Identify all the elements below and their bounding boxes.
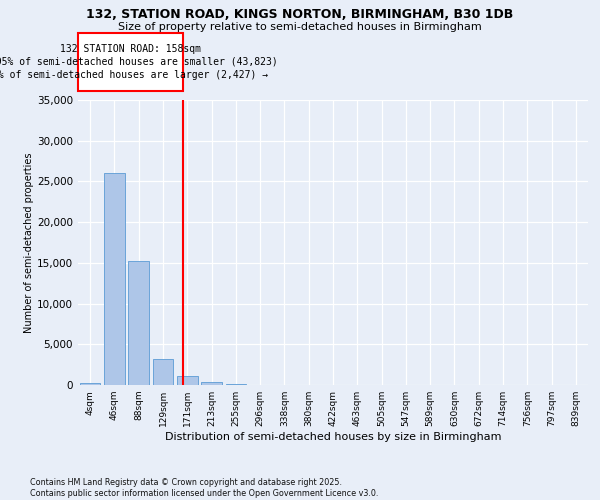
Text: 132 STATION ROAD: 158sqm
← 95% of semi-detached houses are smaller (43,823)
5% o: 132 STATION ROAD: 158sqm ← 95% of semi-d…	[0, 44, 277, 80]
Bar	[80, 382, 100, 385]
Text: Size of property relative to semi-detached houses in Birmingham: Size of property relative to semi-detach…	[118, 22, 482, 32]
Bar	[177, 376, 197, 385]
Bar	[226, 384, 246, 385]
Text: Contains HM Land Registry data © Crown copyright and database right 2025.
Contai: Contains HM Land Registry data © Crown c…	[30, 478, 379, 498]
Bar	[104, 174, 125, 385]
Text: Distribution of semi-detached houses by size in Birmingham: Distribution of semi-detached houses by …	[165, 432, 501, 442]
Text: 132, STATION ROAD, KINGS NORTON, BIRMINGHAM, B30 1DB: 132, STATION ROAD, KINGS NORTON, BIRMING…	[86, 8, 514, 20]
Y-axis label: Number of semi-detached properties: Number of semi-detached properties	[24, 152, 34, 333]
Bar	[128, 261, 149, 385]
Bar	[201, 382, 222, 385]
Bar	[152, 359, 173, 385]
